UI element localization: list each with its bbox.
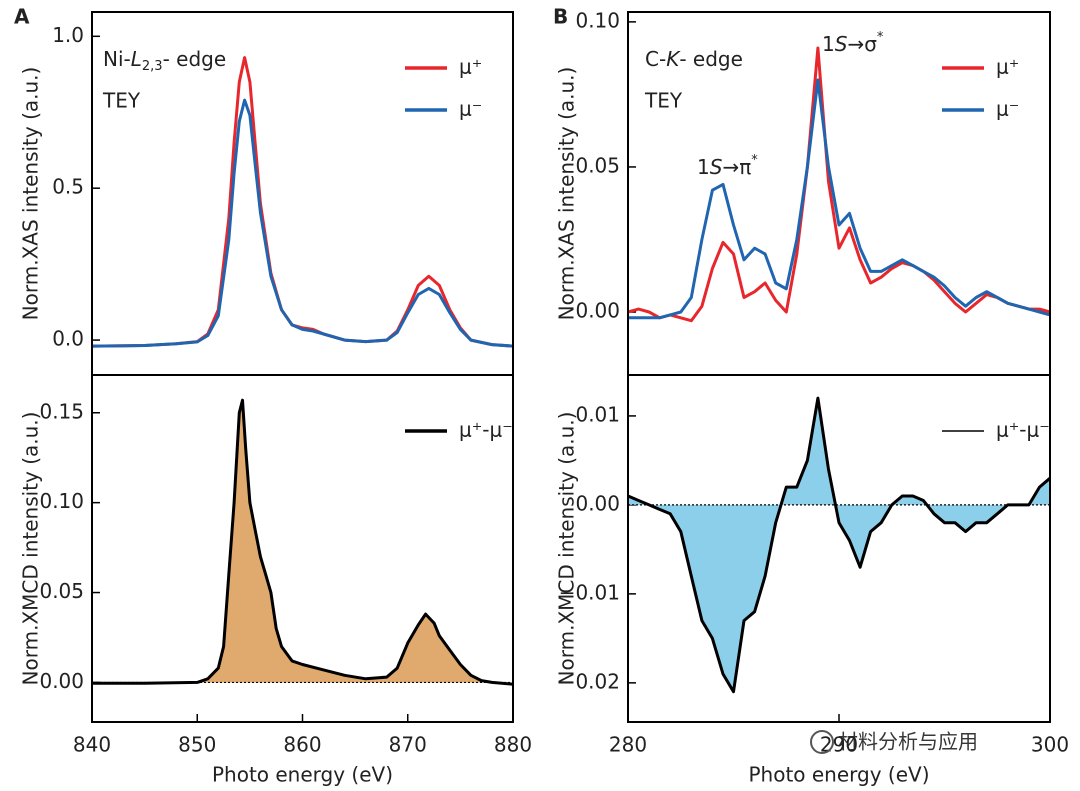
legend-label: μ⁺	[996, 55, 1019, 79]
series-line	[627, 396, 1051, 694]
annotation-part: *	[751, 153, 758, 168]
x-tick-label: 280	[609, 733, 647, 757]
edge-label-part: 2,3	[142, 59, 163, 74]
mode-label: TEY	[102, 89, 141, 113]
y-axis-label: Norm.XAS intensity (a.u.)	[555, 67, 579, 321]
y-tick-label: 0.10	[39, 489, 84, 513]
y-tick-label: 0.15	[39, 399, 84, 423]
y-axis-label: Norm.XMCD intensity (a.u.)	[19, 412, 43, 686]
annotation-part: 1	[697, 155, 710, 179]
x-tick-label: 860	[283, 733, 321, 757]
edge-label-part: - edge	[679, 47, 743, 71]
y-tick-label: −0.02	[559, 669, 620, 693]
annotation-part: S	[835, 32, 848, 56]
annotation-part: *	[877, 30, 884, 45]
x-axis-label: Photo energy (eV)	[212, 763, 393, 787]
panel-label: B	[553, 5, 568, 29]
area-fill	[92, 400, 513, 685]
edge-label: C-K- edge	[645, 47, 743, 71]
plot-frame	[627, 374, 1051, 723]
series-line	[92, 398, 514, 686]
series-line	[91, 56, 514, 348]
x-axis-label: Photo energy (eV)	[748, 763, 929, 787]
watermark-icon	[810, 730, 834, 754]
series-line	[91, 98, 514, 348]
x-tick-label: 300	[1031, 733, 1069, 757]
y-tick-label: 0.10	[575, 8, 620, 32]
x-tick-label: 870	[389, 733, 427, 757]
mode-label: TEY	[644, 89, 683, 113]
edge-label-part: Ni-	[103, 47, 131, 71]
edge-label-part: - edge	[163, 47, 227, 71]
y-tick-label: 0.00	[39, 669, 84, 693]
y-tick-label: 0.00	[575, 491, 620, 515]
y-tick-label: 0.05	[575, 153, 620, 177]
plot-frame	[91, 374, 514, 723]
y-tick-label: 0.01	[575, 402, 620, 426]
annotation-part: S	[710, 155, 723, 179]
y-tick-label: 0.05	[39, 579, 84, 603]
edge-label-part: L	[131, 47, 142, 71]
y-tick-label: 0.5	[52, 175, 84, 199]
y-tick-label: 0.0	[52, 327, 84, 351]
y-axis-label: Norm.XMCD intensity (a.u.)	[555, 412, 579, 686]
legend-label: μ⁻	[996, 97, 1019, 121]
legend-label: μ⁻	[459, 97, 482, 121]
annotation-part: 1	[822, 32, 835, 56]
annotation: 1S→σ*	[822, 30, 884, 56]
y-axis-label: Norm.XAS intensity (a.u.)	[19, 67, 43, 321]
x-tick-label: 850	[178, 733, 216, 757]
legend-label: μ⁺-μ⁻	[459, 418, 513, 442]
annotation: 1S→π*	[697, 153, 758, 179]
edge-label: Ni-L2,3- edge	[103, 47, 226, 74]
y-tick-label: 0.00	[575, 299, 620, 323]
series-line	[628, 78, 1051, 320]
y-tick-label: 1.0	[52, 23, 84, 47]
edge-label-part: K	[666, 47, 681, 71]
x-tick-label: 840	[73, 733, 111, 757]
annotation-part: →σ	[847, 32, 877, 56]
annotation-part: →π	[722, 155, 751, 179]
edge-label-part: C-	[645, 47, 666, 71]
legend-label: μ⁺	[459, 55, 482, 79]
legend-label: μ⁺-μ⁻	[996, 418, 1050, 442]
x-tick-label: 880	[494, 733, 532, 757]
panel-label: A	[14, 5, 30, 29]
y-tick-label: −0.01	[559, 580, 620, 604]
watermark: 材料分析与应用	[838, 730, 978, 754]
series-line	[627, 46, 1051, 323]
area-fill	[628, 398, 1050, 692]
